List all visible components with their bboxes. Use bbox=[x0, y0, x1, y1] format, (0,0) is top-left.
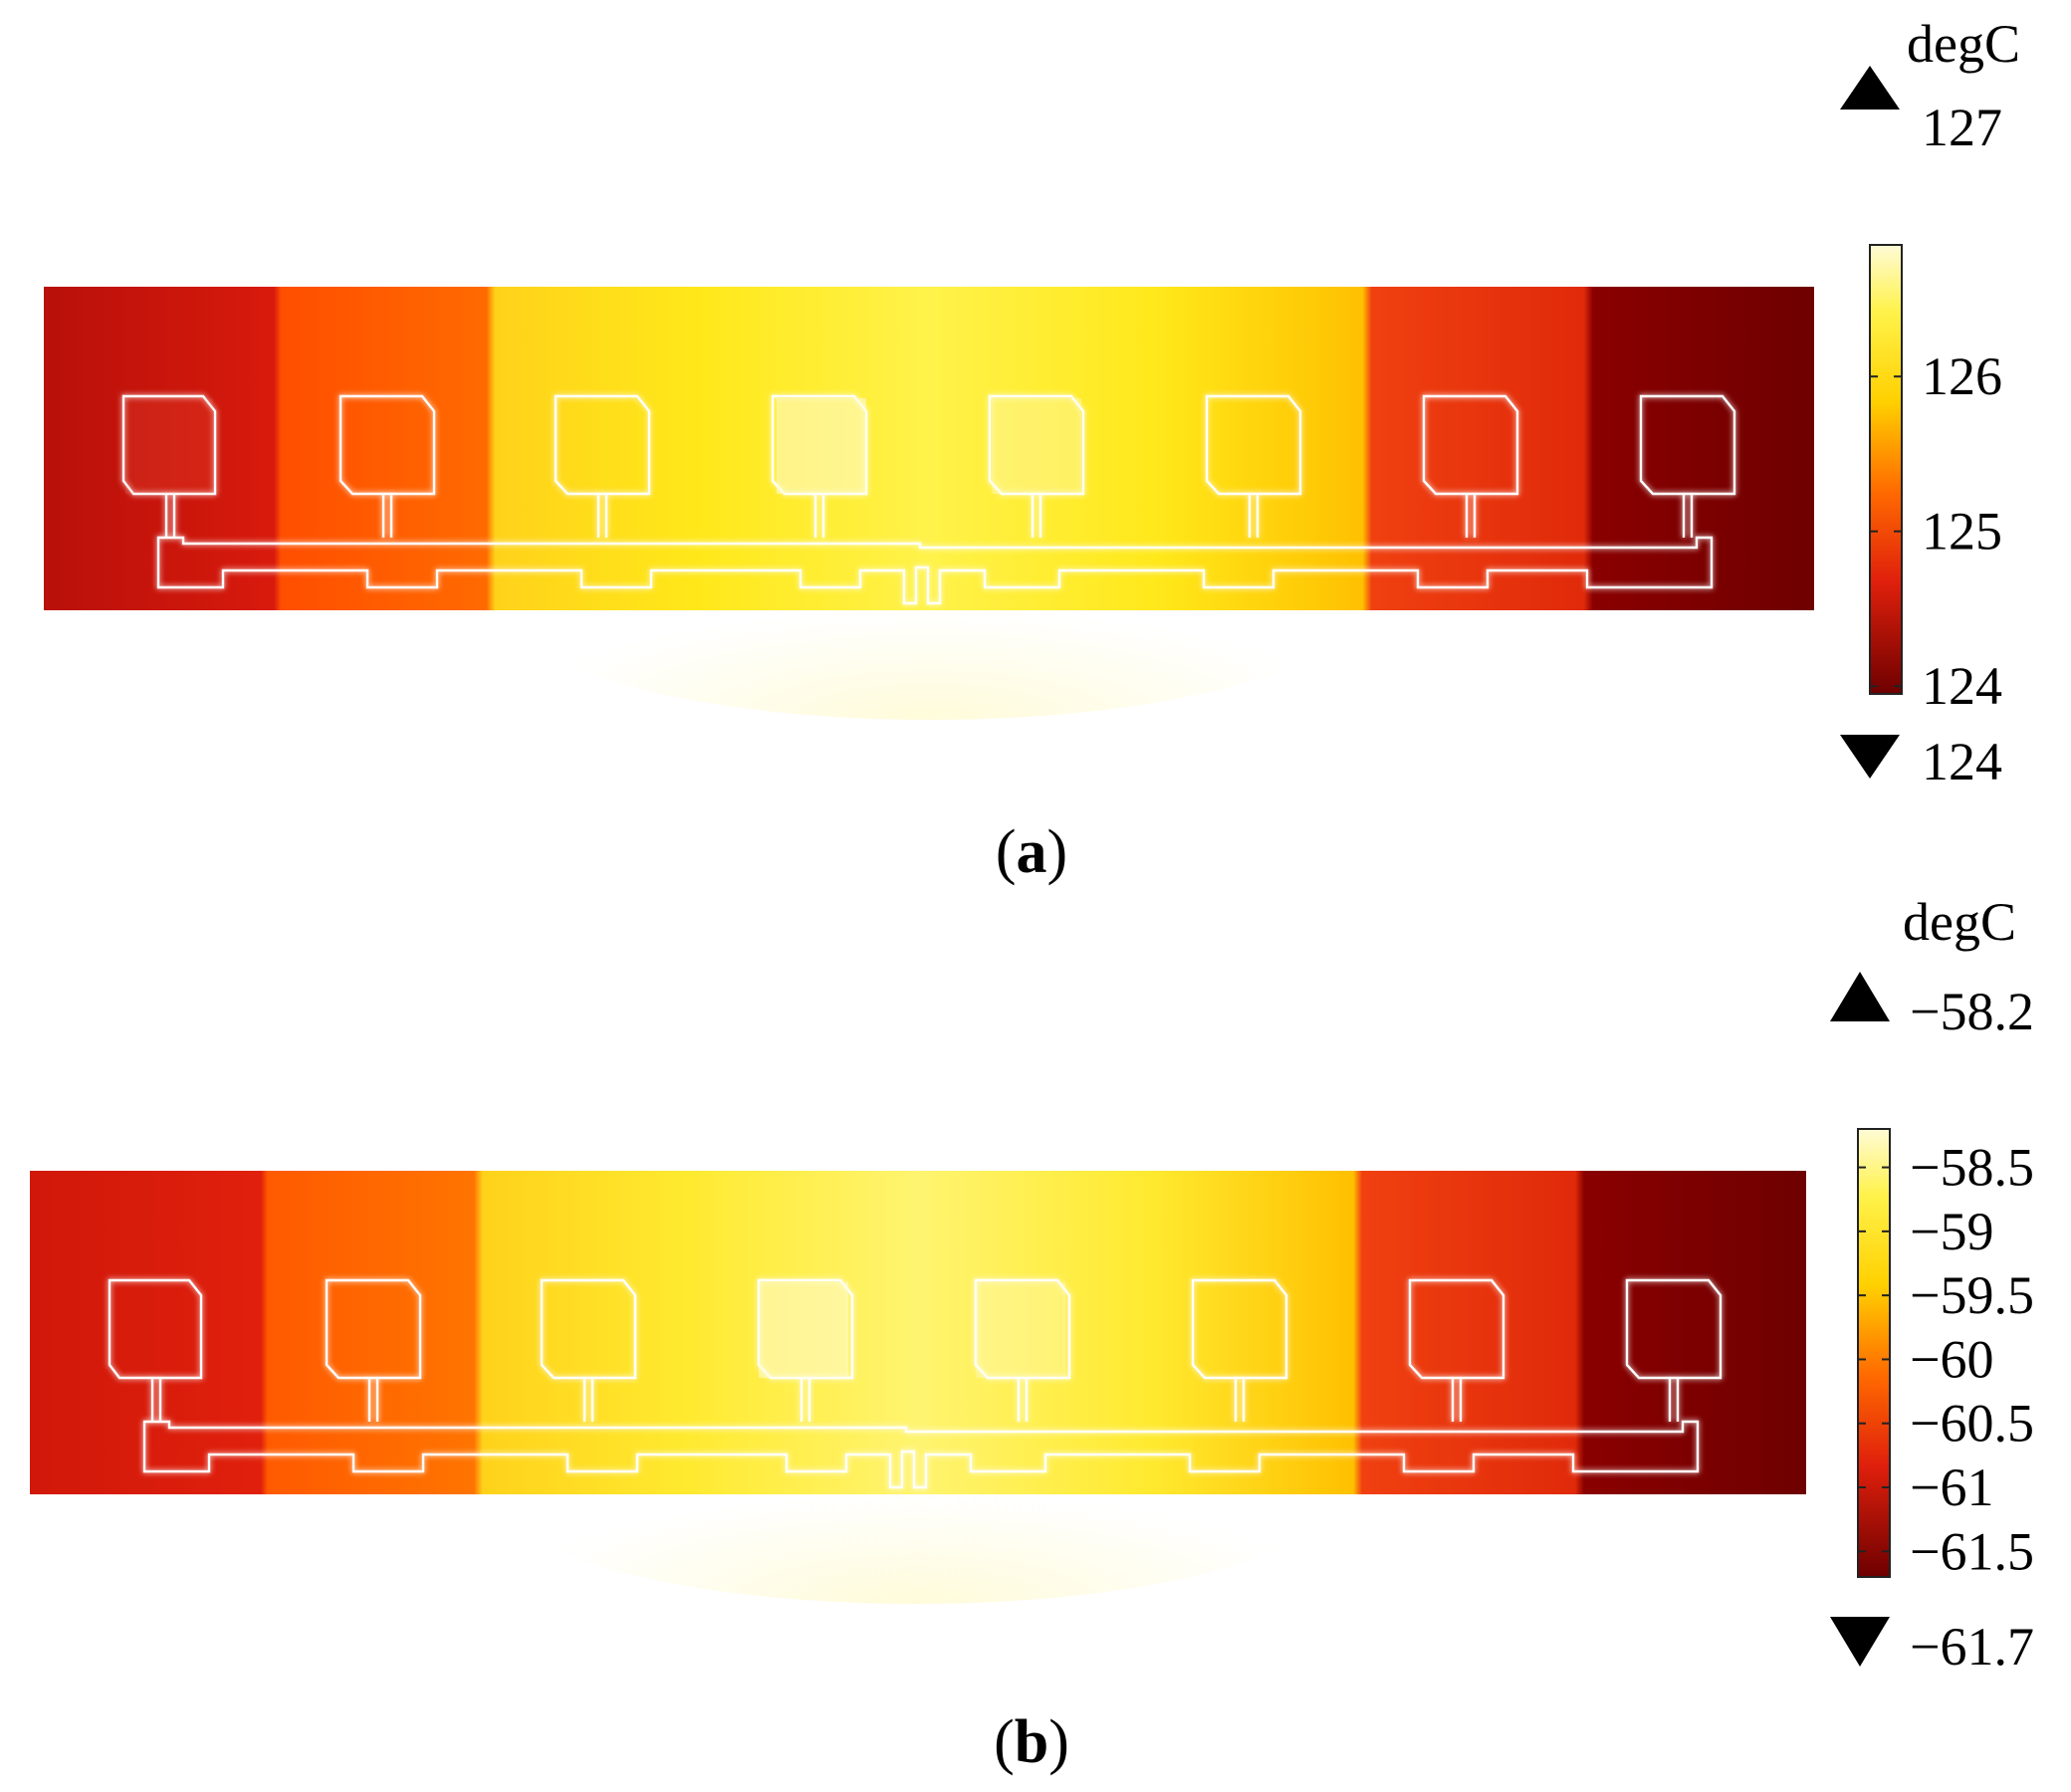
panel-label-a: (a) bbox=[996, 818, 1067, 886]
max-label-b: −58.2 bbox=[1910, 982, 2034, 1041]
panel-label-b: (b) bbox=[994, 1708, 1069, 1776]
colorbar-tick-label: 125 bbox=[1922, 502, 2002, 561]
max-label-a: 127 bbox=[1922, 98, 2002, 157]
min-label-a: 124 bbox=[1922, 732, 2002, 791]
min-label-b: −61.7 bbox=[1910, 1617, 2034, 1677]
min-triangle-icon-b bbox=[1830, 1617, 1890, 1667]
max-triangle-icon-a bbox=[1840, 66, 1900, 110]
colorbar-a: 126 125 124 bbox=[1870, 245, 2002, 716]
colorbar-tick-label: −61.5 bbox=[1910, 1521, 2034, 1581]
min-triangle-icon-a bbox=[1840, 735, 1900, 779]
panel-a-heatmap bbox=[44, 287, 1814, 720]
colorbar-tick-label: 124 bbox=[1922, 656, 2002, 716]
unit-label-a: degC bbox=[1907, 14, 2020, 74]
colorbar-tick-label: −60.5 bbox=[1910, 1394, 2034, 1454]
colorbar-tick-label: −59.5 bbox=[1910, 1265, 2034, 1325]
colorbar-tick-label: −60 bbox=[1910, 1329, 1993, 1389]
colorbar-tick-label: −59 bbox=[1910, 1202, 1993, 1261]
colorbar-tick-label: −61 bbox=[1910, 1457, 1993, 1517]
panel-b-heatmap bbox=[30, 1171, 1806, 1604]
colorbar-b: −58.5−59−59.5−60−60.5−61−61.5 bbox=[1858, 1129, 2034, 1581]
unit-label-b: degC bbox=[1903, 892, 2016, 952]
colorbar-tick-label: −58.5 bbox=[1910, 1138, 2034, 1198]
colorbar-tick-label: 126 bbox=[1922, 346, 2002, 406]
max-triangle-icon-b bbox=[1830, 972, 1890, 1021]
